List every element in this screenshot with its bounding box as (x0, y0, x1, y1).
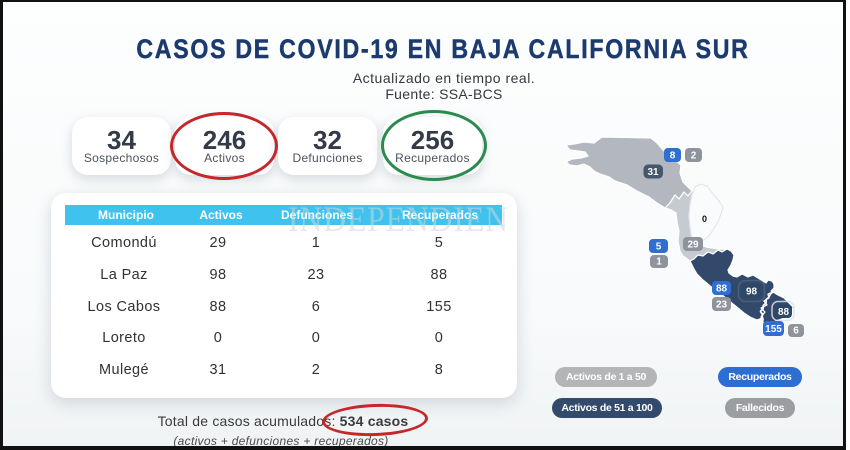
svg-text:98: 98 (746, 287, 758, 298)
svg-text:1: 1 (656, 257, 662, 268)
svg-text:6: 6 (793, 326, 799, 337)
svg-text:155: 155 (765, 324, 782, 335)
svg-text:88: 88 (778, 307, 790, 318)
svg-text:5: 5 (656, 242, 662, 253)
svg-text:2: 2 (691, 151, 697, 162)
svg-text:8: 8 (670, 151, 676, 162)
svg-text:31: 31 (647, 167, 659, 178)
svg-text:0: 0 (702, 214, 707, 224)
svg-text:23: 23 (716, 300, 728, 311)
svg-text:88: 88 (716, 284, 728, 295)
svg-text:29: 29 (687, 240, 699, 251)
